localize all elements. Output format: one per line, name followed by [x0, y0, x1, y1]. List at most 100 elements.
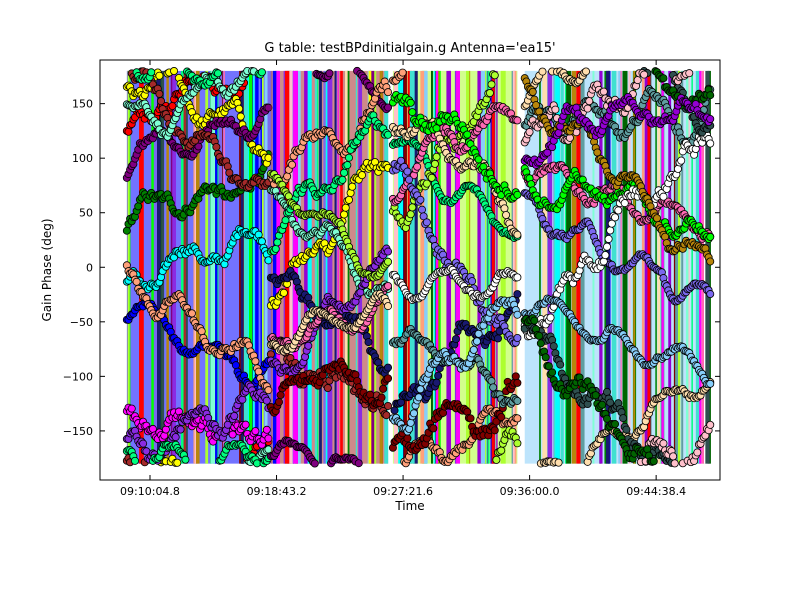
data-point — [228, 430, 237, 439]
data-point — [622, 425, 631, 434]
data-point — [693, 448, 702, 457]
data-point — [602, 387, 611, 396]
data-point — [155, 71, 164, 80]
y-tick-label: 0 — [86, 261, 93, 274]
data-point — [354, 459, 363, 468]
data-point — [489, 383, 498, 392]
phase-wrap-line — [500, 70, 506, 464]
data-point — [451, 335, 460, 344]
data-point — [548, 143, 557, 152]
data-point — [403, 167, 412, 176]
data-point — [173, 458, 182, 467]
phase-wrap-line — [260, 70, 264, 464]
phase-wrap-line — [275, 70, 280, 464]
data-point — [235, 104, 244, 113]
data-point — [706, 139, 715, 148]
phase-wrap-line — [430, 70, 433, 464]
phase-wrap-line — [496, 70, 498, 464]
data-point — [384, 363, 393, 372]
data-point — [430, 159, 439, 168]
x-tick-label: 09:18:43.2 — [247, 485, 307, 498]
phase-wrap-line — [644, 70, 648, 464]
data-point — [490, 71, 499, 80]
phase-wrap-line — [248, 70, 253, 464]
data-point — [536, 339, 545, 348]
data-point — [706, 420, 715, 429]
data-point — [230, 411, 239, 420]
data-point — [418, 205, 427, 214]
data-point — [492, 417, 501, 426]
data-point — [344, 153, 353, 162]
phase-wrap-line — [512, 70, 515, 464]
phase-wrap-line — [213, 70, 218, 464]
data-point — [640, 70, 649, 79]
data-point — [532, 101, 541, 110]
x-tick-label: 09:27:21.6 — [373, 485, 433, 498]
data-point — [474, 329, 483, 338]
data-point — [236, 112, 245, 121]
phase-wrap-line — [157, 70, 161, 464]
data-point — [310, 459, 319, 468]
data-point — [463, 130, 472, 139]
data-point — [497, 413, 506, 422]
data-point — [513, 333, 522, 342]
data-point — [528, 87, 537, 96]
data-point — [134, 202, 143, 211]
data-point — [257, 237, 266, 246]
data-point — [187, 309, 196, 318]
data-point — [384, 401, 393, 410]
data-point — [673, 164, 682, 173]
phase-wrap-line — [513, 70, 517, 464]
data-point — [513, 190, 522, 199]
data-point — [122, 226, 131, 235]
data-point — [271, 244, 280, 253]
data-point — [432, 152, 441, 161]
phase-wrap-line — [151, 70, 156, 464]
data-point — [338, 175, 347, 184]
data-point — [419, 212, 428, 221]
data-point — [530, 316, 539, 325]
phase-wrap-line — [688, 70, 690, 464]
data-point — [468, 277, 477, 286]
data-point — [611, 420, 620, 429]
data-point — [279, 288, 288, 297]
data-point — [405, 175, 414, 184]
phase-wrap-line — [423, 70, 428, 464]
data-point — [434, 371, 443, 380]
phase-wrap-line — [246, 70, 251, 464]
data-point — [197, 327, 206, 336]
data-point — [670, 459, 679, 468]
data-point — [427, 173, 436, 182]
x-tick-label: 09:44:38.4 — [626, 485, 686, 498]
data-point — [513, 290, 522, 299]
data-point — [357, 171, 366, 180]
data-point — [706, 91, 715, 100]
data-point — [276, 391, 285, 400]
y-tick-label: 150 — [72, 98, 93, 111]
data-point — [513, 396, 522, 405]
data-point — [432, 124, 441, 133]
data-point — [706, 232, 715, 241]
phase-wrap-line — [337, 70, 339, 464]
phase-wrap-line — [284, 70, 290, 464]
data-point — [546, 313, 555, 322]
data-point — [288, 160, 297, 169]
data-point — [147, 68, 156, 77]
data-point — [382, 411, 391, 420]
phase-wrap-line — [480, 70, 486, 464]
phase-wrap-line — [325, 70, 329, 464]
phase-wrap-line — [477, 70, 481, 464]
phase-wrap-line — [491, 70, 495, 464]
phase-wrap-line — [243, 70, 249, 464]
x-tick-label: 09:10:04.8 — [120, 485, 180, 498]
data-point — [384, 130, 393, 139]
data-point — [653, 214, 662, 223]
phase-wrap-line — [433, 70, 436, 464]
data-point — [538, 67, 547, 76]
phase-wrap-line — [661, 70, 664, 464]
phase-wrap-line — [261, 70, 264, 464]
data-point — [148, 424, 157, 433]
phase-wrap-line — [691, 70, 693, 464]
